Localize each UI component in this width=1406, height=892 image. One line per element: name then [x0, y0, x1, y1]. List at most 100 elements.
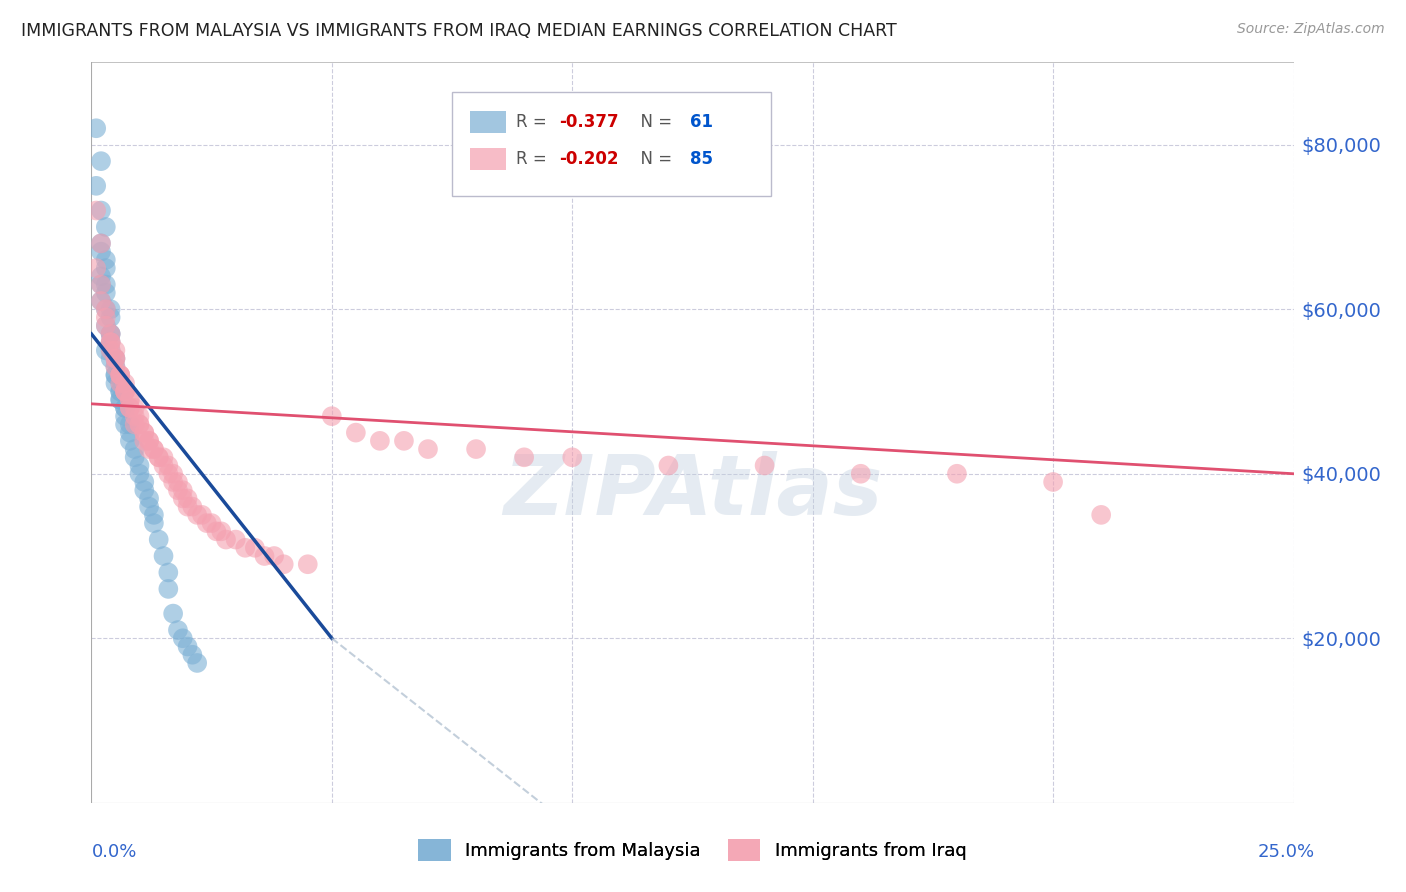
Point	[134, 425, 156, 440]
Point	[134, 483, 156, 498]
Point	[100, 335, 122, 350]
Point	[128, 467, 150, 481]
FancyBboxPatch shape	[451, 92, 770, 195]
Point	[243, 541, 266, 555]
Point	[84, 261, 107, 276]
Point	[104, 359, 127, 374]
Point	[124, 409, 146, 424]
Point	[191, 508, 214, 522]
Point	[181, 648, 204, 662]
Point	[321, 409, 343, 424]
Point	[90, 277, 112, 292]
Point	[110, 392, 132, 407]
Point	[167, 623, 190, 637]
Point	[657, 458, 679, 473]
Point	[162, 467, 184, 481]
Point	[100, 343, 122, 358]
Point	[90, 203, 112, 218]
Point	[172, 491, 194, 506]
Point	[118, 425, 141, 440]
Point	[152, 458, 174, 473]
Point	[90, 269, 112, 284]
Point	[176, 491, 198, 506]
Point	[416, 442, 439, 456]
Point	[263, 549, 285, 563]
Point	[142, 442, 165, 456]
Point	[94, 252, 117, 267]
Text: IMMIGRANTS FROM MALAYSIA VS IMMIGRANTS FROM IRAQ MEDIAN EARNINGS CORRELATION CHA: IMMIGRANTS FROM MALAYSIA VS IMMIGRANTS F…	[21, 22, 897, 40]
Point	[94, 343, 117, 358]
Text: -0.202: -0.202	[560, 150, 619, 168]
Point	[94, 310, 117, 325]
Point	[90, 277, 112, 292]
Point	[148, 450, 170, 465]
Text: 85: 85	[690, 150, 713, 168]
Point	[138, 442, 160, 456]
Point	[128, 409, 150, 424]
Point	[118, 392, 141, 407]
Text: -0.377: -0.377	[560, 112, 619, 130]
Legend: Immigrants from Malaysia, Immigrants from Iraq: Immigrants from Malaysia, Immigrants fro…	[411, 831, 974, 868]
Point	[114, 401, 136, 415]
Point	[100, 310, 122, 325]
Point	[100, 343, 122, 358]
Point	[114, 417, 136, 432]
Point	[94, 302, 117, 317]
Point	[104, 368, 127, 382]
Point	[172, 483, 194, 498]
Point	[124, 442, 146, 456]
Text: 61: 61	[690, 112, 713, 130]
Text: N =: N =	[630, 150, 678, 168]
Point	[1042, 475, 1064, 489]
Point	[118, 434, 141, 448]
Point	[100, 335, 122, 350]
Point	[90, 236, 112, 251]
Point	[368, 434, 391, 448]
Text: ZIPAtlas: ZIPAtlas	[503, 451, 882, 533]
Point	[90, 236, 112, 251]
Point	[209, 524, 232, 539]
Point	[162, 607, 184, 621]
Point	[124, 450, 146, 465]
Point	[134, 434, 156, 448]
Point	[138, 500, 160, 514]
Text: R =: R =	[516, 150, 551, 168]
Point	[90, 293, 112, 308]
Point	[104, 376, 127, 391]
Point	[205, 524, 228, 539]
Point	[110, 368, 132, 382]
Point	[148, 450, 170, 465]
Point	[118, 401, 141, 415]
Point	[84, 178, 107, 193]
Point	[157, 582, 180, 596]
Point	[138, 434, 160, 448]
Point	[110, 368, 132, 382]
Point	[138, 434, 160, 448]
Point	[118, 392, 141, 407]
Point	[849, 467, 872, 481]
Point	[104, 368, 127, 382]
Text: Source: ZipAtlas.com: Source: ZipAtlas.com	[1237, 22, 1385, 37]
Point	[215, 533, 238, 547]
Point	[100, 335, 122, 350]
Point	[167, 475, 190, 489]
Point	[94, 318, 117, 333]
Text: R =: R =	[516, 112, 551, 130]
Point	[297, 558, 319, 572]
Point	[157, 458, 180, 473]
Point	[946, 467, 969, 481]
Point	[201, 516, 224, 530]
Point	[118, 401, 141, 415]
Point	[100, 326, 122, 341]
Point	[104, 343, 127, 358]
Point	[94, 277, 117, 292]
Point	[128, 417, 150, 432]
Point	[1090, 508, 1112, 522]
Text: N =: N =	[630, 112, 678, 130]
Point	[157, 467, 180, 481]
Point	[253, 549, 276, 563]
Point	[176, 500, 198, 514]
Point	[110, 384, 132, 399]
Point	[233, 541, 256, 555]
Point	[94, 318, 117, 333]
